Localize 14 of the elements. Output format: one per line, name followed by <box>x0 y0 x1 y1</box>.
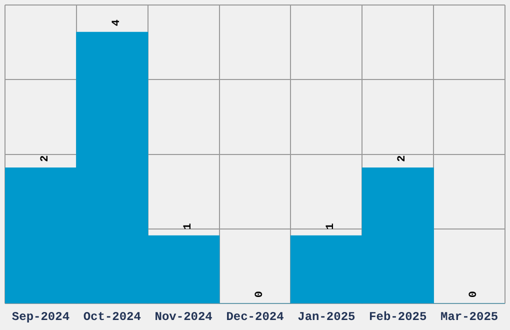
data-label: 1 <box>182 222 194 230</box>
data-label: 4 <box>110 19 123 26</box>
x-tick-label: Mar-2025 <box>440 310 498 324</box>
data-label: 0 <box>254 290 266 298</box>
data-label: 1 <box>325 222 338 230</box>
x-tick-label: Oct-2024 <box>83 310 141 324</box>
x-tick-label: Jan-2025 <box>298 310 356 324</box>
x-tick-label: Sep-2024 <box>12 310 70 324</box>
x-tick-label: Nov-2024 <box>154 310 212 324</box>
x-tick-label: Dec-2024 <box>226 310 284 324</box>
data-label: 0 <box>468 290 480 298</box>
data-label: 2 <box>396 155 409 162</box>
data-label: 2 <box>39 155 52 162</box>
x-tick-label: Feb-2025 <box>369 310 427 324</box>
